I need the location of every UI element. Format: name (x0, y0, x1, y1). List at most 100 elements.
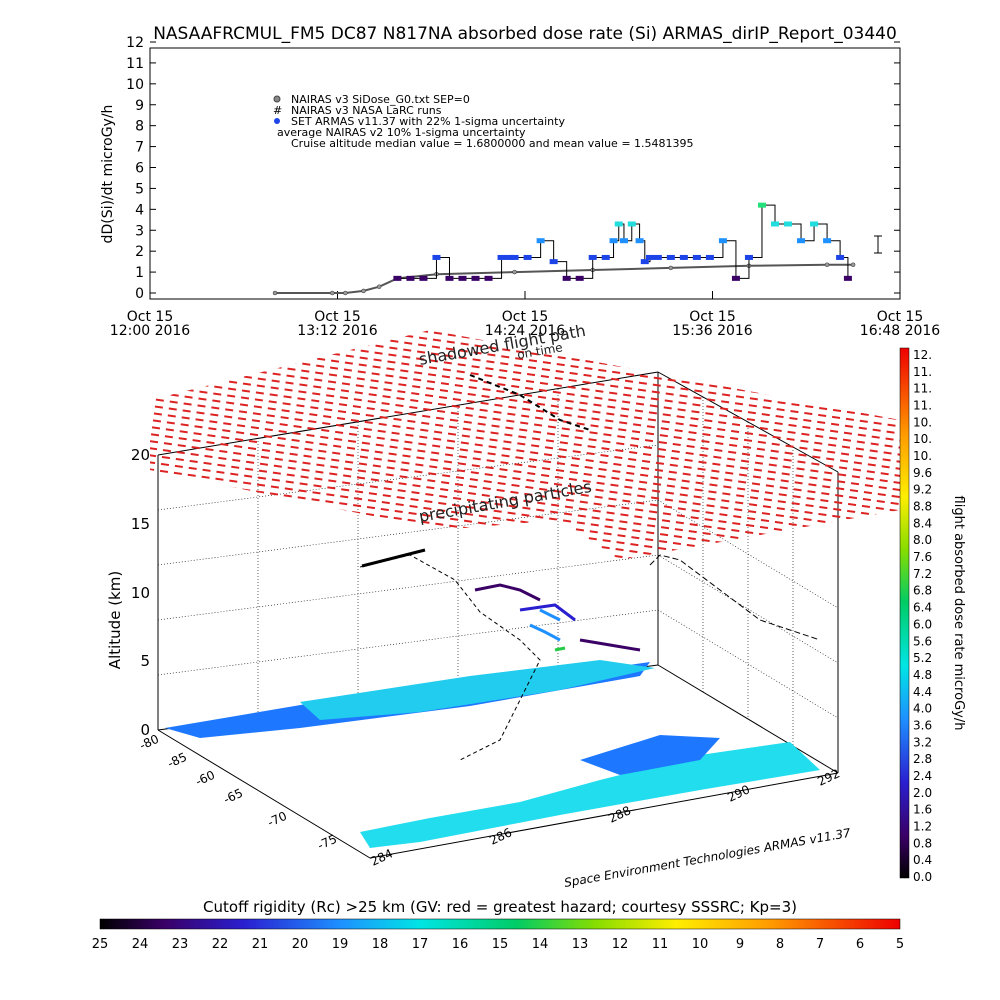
armas-point (523, 254, 532, 260)
nairas-point (343, 290, 348, 296)
colorbar-bottom-tick: 12 (612, 937, 629, 952)
colorbar-right-tick: 1.2 (913, 819, 932, 833)
armas-point (653, 254, 662, 260)
colorbar-right-tick: 5.2 (913, 651, 932, 665)
lat-tick-label: -60 (193, 768, 217, 789)
z-tick-label: 0 (140, 721, 150, 739)
colorbar-bottom-tick: 16 (452, 937, 469, 952)
nairas-point (376, 284, 382, 289)
colorbar-bottom-tick: 10 (692, 937, 709, 952)
armas-point (757, 202, 766, 208)
legend-label: Cruise altitude median value = 1.6800000… (291, 137, 694, 150)
y-tick-label: 2 (135, 244, 144, 260)
armas-point (588, 254, 597, 260)
colorbar-right-tick: 8.0 (913, 533, 932, 547)
colorbar-right-tick: 3.6 (913, 718, 932, 732)
armas-point (562, 275, 571, 281)
colorbar-bottom-tick: 21 (252, 937, 269, 952)
colorbar-bottom: Cutoff rigidity (Rc) >25 km (GV: red = g… (92, 898, 904, 952)
colorbar-right-tick: 12. (913, 348, 932, 362)
y-tick-label: 7 (135, 140, 144, 156)
x-tick-time: 16:48 2016 (860, 323, 941, 339)
colorbar-bottom-tick: 6 (856, 937, 864, 952)
colorbar-bottom-tick: 8 (776, 937, 784, 952)
y-axis-label: dD(Si)/dt microGy/h (100, 105, 116, 244)
lat-tick-label: -75 (315, 832, 339, 853)
colorbar-bottom-tick: 13 (572, 937, 589, 952)
colorbar-right-tick: 2.4 (913, 769, 932, 783)
y-tick-label: 3 (135, 223, 144, 239)
nairas-point (361, 288, 366, 294)
armas-point (679, 254, 688, 260)
armas-point (497, 254, 506, 260)
x-tick-date: Oct 15 (314, 309, 360, 325)
armas-point (744, 254, 753, 260)
colorbar-right-tick: 0.4 (913, 853, 932, 867)
credit-text: Space Environment Technologies ARMAS v11… (563, 826, 852, 890)
armas-point (445, 275, 454, 281)
colorbar-right-tick: 4.4 (913, 685, 932, 699)
x-tick-time: 12:00 2016 (110, 323, 191, 339)
lat-tick-group: -80-85-60-65-70-75 (137, 732, 339, 853)
armas-point (484, 275, 493, 281)
armas-point (705, 254, 714, 260)
nairas-point (330, 290, 335, 296)
colorbar-right-label: flight absorbed dose rate microGy/h (951, 496, 966, 731)
colorbar-bottom-tick: 23 (172, 937, 189, 952)
x-tick-date: Oct 15 (877, 309, 923, 325)
legend-label: SET ARMAS v11.37 with 22% 1-sigma uncert… (291, 115, 565, 128)
armas-point (731, 275, 740, 281)
colorbar-right-tick: 10. (913, 432, 932, 446)
colorbar-right-tick: 8.8 (913, 500, 932, 514)
armas-point (823, 238, 832, 244)
map-landmass (580, 735, 720, 775)
armas-point (784, 221, 793, 227)
x-tick-date: Oct 15 (689, 309, 735, 325)
armas-point (406, 275, 415, 281)
colorbar-bottom-label: Cutoff rigidity (Rc) >25 km (GV: red = g… (203, 898, 797, 916)
x-tick-date: Oct 15 (502, 309, 548, 325)
colorbar-right-tick: 8.4 (913, 516, 932, 530)
colorbar-right-tick: 2.0 (913, 786, 932, 800)
colorbar-right-tick: 11. (913, 382, 932, 396)
armas-point (549, 259, 558, 265)
z-tick-label: 15 (131, 515, 150, 533)
precipitating-particles-layer (150, 330, 900, 560)
colorbar-bottom-gradient (99, 918, 901, 930)
z-tick-label: 10 (131, 584, 150, 602)
armas-point (601, 254, 610, 260)
y-tick-label: 12 (126, 35, 144, 51)
colorbar-bottom-tick: 17 (412, 937, 429, 952)
legend-label: NAIRAS v3 SiDose_G0.txt SEP=0 (291, 93, 470, 106)
y-tick-label: 8 (135, 119, 144, 135)
colorbar-right-tick: 2.8 (913, 752, 932, 766)
legend-marker-dot-icon (274, 118, 280, 124)
colorbar-bottom-tick: 5 (896, 937, 904, 952)
ground-map (165, 660, 820, 848)
colorbar-right-ticks: 12. 11. 11. 11. 10. 10. 10. 9.6 9.2 8.8 8.4 8.0 7.6 7… (913, 348, 932, 884)
lat-tick-label: -70 (265, 809, 289, 830)
legend-label: average NAIRAS v2 10% 1-sigma uncertaint… (277, 126, 526, 139)
armas-point (575, 275, 584, 281)
armas-point (609, 238, 618, 244)
armas-point (646, 254, 654, 260)
x-tick-time: 13:12 2016 (297, 323, 378, 339)
nairas-point (272, 290, 278, 296)
error-bar (874, 235, 882, 254)
colorbar-bottom-tick: 22 (212, 937, 229, 952)
legend-label: NAIRAS v3 NASA LaRC runs (291, 104, 442, 117)
colorbar-right-tick: 3.2 (913, 735, 932, 749)
colorbar-bottom-tick: 20 (292, 937, 309, 952)
y-tick-label: 5 (135, 181, 144, 197)
armas-point (614, 221, 623, 227)
map-landmass (360, 742, 820, 848)
map-landmass (300, 660, 655, 720)
lon-tick-label: 286 (487, 825, 514, 847)
armas-point (471, 275, 480, 281)
colorbar-bottom-tick: 19 (332, 937, 349, 952)
y-tick-label: 6 (135, 161, 144, 177)
legend: NAIRAS v3 SiDose_G0.txt SEP=0 # NAIRAS v… (273, 93, 694, 150)
